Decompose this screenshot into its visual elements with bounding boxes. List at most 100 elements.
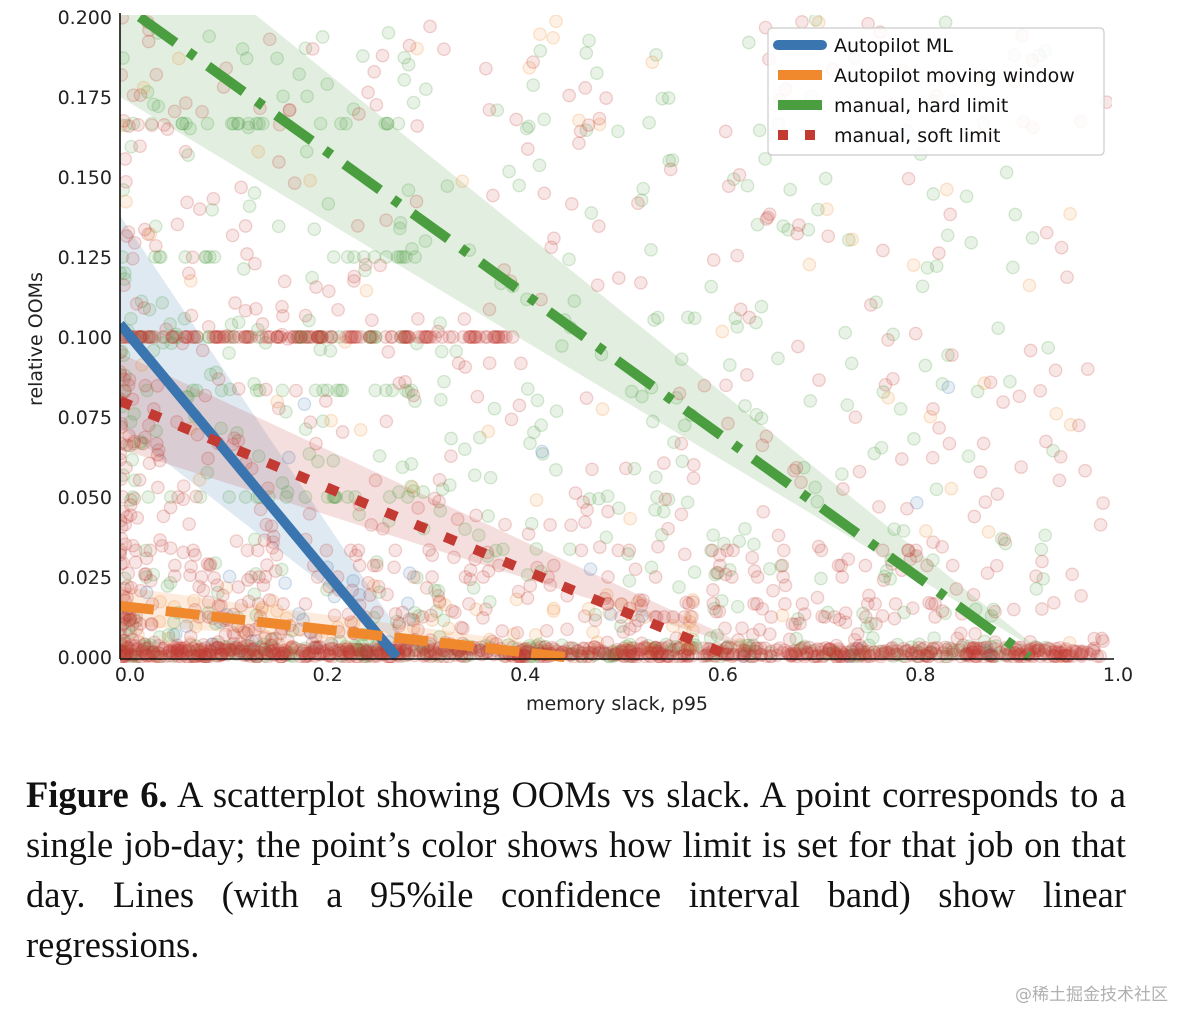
scatter-point: [305, 270, 319, 285]
scatter-point: [270, 330, 285, 344]
scatter-point: [380, 116, 395, 131]
scatter-point: [645, 414, 660, 429]
scatter-point: [245, 634, 259, 649]
scatter-point: [641, 638, 655, 653]
scatter-point: [238, 490, 253, 504]
scatter-point: [217, 642, 232, 657]
scatter-point: [935, 377, 950, 391]
scatter-point: [442, 330, 457, 344]
scatter-point: [437, 374, 451, 389]
scatter-point: [721, 179, 736, 194]
scatter-point: [639, 641, 653, 656]
scatter-point: [628, 562, 643, 577]
scatter-point: [687, 311, 702, 326]
scatter-point: [411, 311, 425, 326]
scatter-point: [298, 646, 312, 661]
x-tick-label: 0.8: [905, 664, 935, 686]
scatter-point: [298, 490, 313, 504]
scatter-point: [356, 642, 371, 657]
scatter-point: [256, 578, 271, 592]
scatter-point: [302, 507, 317, 521]
scatter-point: [397, 50, 412, 65]
scatter-point: [711, 566, 725, 580]
scatter-point: [651, 644, 665, 659]
scatter-point: [141, 330, 156, 344]
scatter-point: [881, 390, 896, 405]
scatter-point: [157, 641, 172, 655]
scatter-point: [720, 647, 735, 661]
scatter-point: [248, 532, 262, 547]
scatter-point: [332, 330, 347, 344]
scatter-point: [472, 330, 487, 344]
scatter-point: [710, 565, 724, 580]
scatter-point: [481, 564, 496, 578]
scatter-point: [681, 310, 695, 325]
scatter-point: [364, 330, 379, 344]
scatter-point: [730, 319, 745, 334]
scatter-point: [777, 643, 791, 658]
scatter-point: [120, 278, 131, 293]
scatter-point: [370, 605, 384, 620]
scatter-point: [805, 644, 819, 659]
scatter-point: [337, 647, 351, 662]
scatter-point: [890, 637, 905, 652]
scatter-point: [1000, 647, 1014, 662]
scatter-point: [742, 638, 756, 653]
scatter-point: [1036, 647, 1051, 662]
scatter-point: [364, 313, 379, 328]
scatter-point: [150, 448, 165, 462]
scatter-point: [898, 645, 912, 659]
scatter-point: [123, 625, 137, 640]
scatter-point: [275, 476, 290, 490]
scatter-point: [519, 121, 534, 136]
scatter-point: [644, 242, 658, 257]
scatter-point: [249, 116, 264, 131]
scatter-point: [686, 593, 700, 607]
scatter-point: [600, 489, 615, 504]
scatter-point: [442, 478, 457, 492]
scatter-point: [196, 583, 211, 598]
scatter-point: [601, 570, 615, 584]
scatter-point: [944, 481, 959, 496]
scatter-point: [393, 250, 408, 264]
scatter-point: [351, 543, 366, 558]
scatter-point: [436, 613, 451, 628]
scatter-point: [260, 647, 275, 662]
scatter-point: [789, 631, 804, 646]
scatter-point: [771, 351, 785, 366]
scatter-point: [627, 647, 642, 662]
scatter-point: [230, 425, 244, 440]
scatter-point: [611, 271, 626, 285]
scatter-point: [749, 315, 763, 330]
scatter-point: [632, 642, 647, 657]
scatter-point: [148, 219, 163, 234]
scatter-point: [165, 330, 179, 344]
scatter-point: [844, 356, 859, 371]
scatter-point: [316, 383, 330, 398]
scatter-point: [505, 330, 520, 344]
scatter-point: [229, 641, 244, 656]
scatter-point: [324, 413, 338, 428]
scatter-point: [520, 142, 535, 156]
scatter-point: [788, 647, 803, 662]
scatter-point: [234, 180, 248, 195]
scatter-point: [209, 330, 224, 344]
scatter-point: [932, 246, 946, 260]
scatter-point: [658, 492, 673, 507]
scatter-point: [237, 644, 252, 659]
scatter-point: [732, 534, 747, 549]
scatter-points: [120, 15, 1112, 663]
scatter-point: [253, 502, 268, 517]
scatter-point: [473, 643, 488, 658]
scatter-point: [1033, 383, 1048, 398]
scatter-point: [754, 299, 769, 314]
scatter-point: [135, 644, 150, 658]
y-tick-label: 0.100: [58, 327, 112, 349]
scatter-point: [138, 647, 153, 662]
scatter-point: [509, 112, 524, 127]
scatter-point: [523, 578, 538, 593]
scatter-point: [210, 330, 225, 344]
scatter-point: [227, 636, 241, 651]
scatter-point: [852, 464, 867, 479]
scatter-point: [706, 583, 720, 597]
